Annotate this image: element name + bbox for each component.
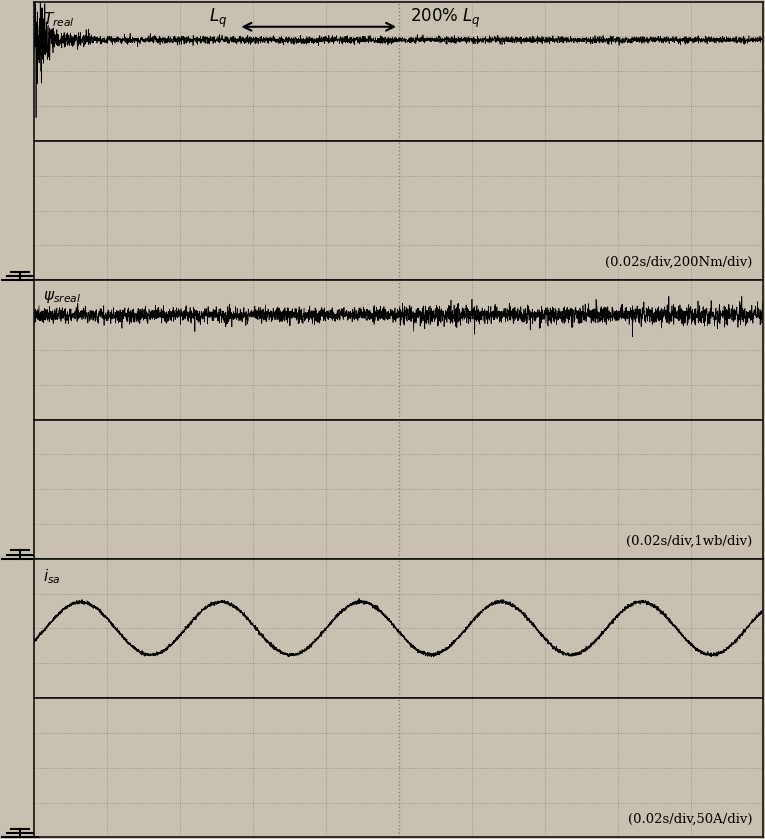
Text: $\psi_{sreal}$: $\psi_{sreal}$ bbox=[43, 289, 81, 305]
Text: (0.02s/div,1wb/div): (0.02s/div,1wb/div) bbox=[627, 534, 753, 548]
Text: $i_{sa}$: $i_{sa}$ bbox=[43, 567, 60, 586]
Text: $L_q$: $L_q$ bbox=[210, 8, 228, 30]
Text: $200\%\;L_q$: $200\%\;L_q$ bbox=[410, 8, 480, 30]
Text: (0.02s/div,50A/div): (0.02s/div,50A/div) bbox=[628, 813, 753, 826]
Text: (0.02s/div,200Nm/div): (0.02s/div,200Nm/div) bbox=[605, 256, 753, 269]
Text: $T_{real}$: $T_{real}$ bbox=[43, 10, 75, 29]
